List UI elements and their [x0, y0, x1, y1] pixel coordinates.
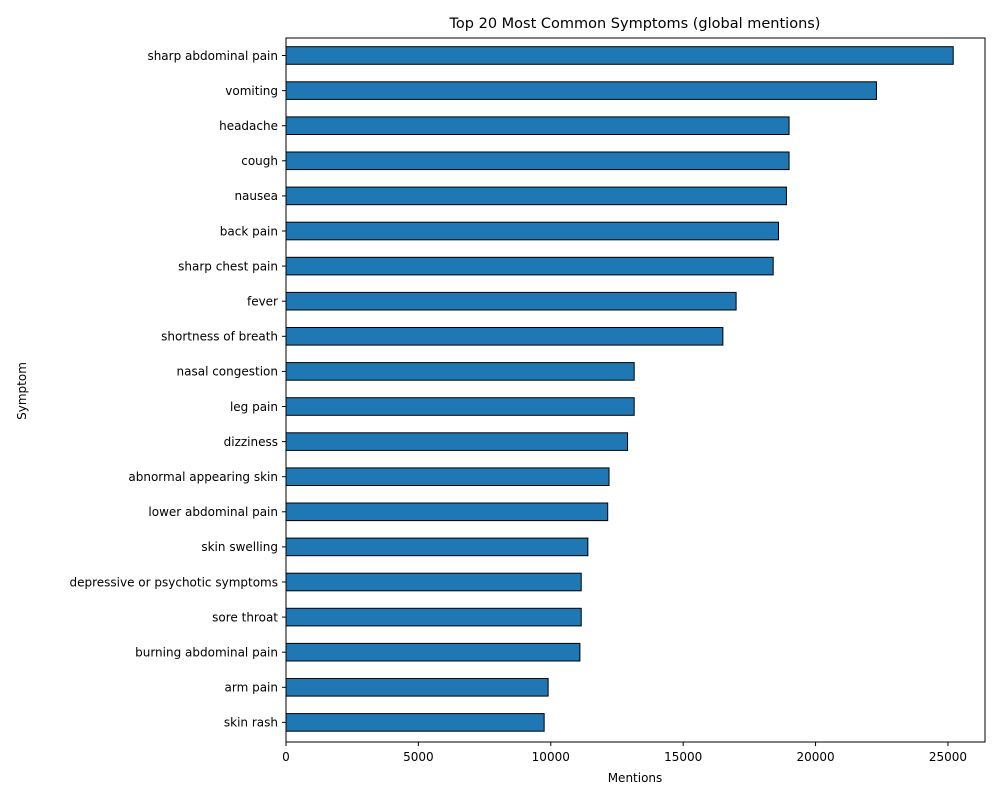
- y-tick-label: skin rash: [224, 716, 278, 730]
- bar: [285, 46, 954, 65]
- x-axis-label: Mentions: [608, 771, 663, 785]
- y-axis-label: Symptom: [15, 362, 29, 420]
- y-tick-label: sharp abdominal pain: [147, 49, 278, 63]
- bar: [285, 432, 629, 451]
- x-tick-label: 15000: [664, 750, 702, 764]
- bar: [285, 116, 790, 136]
- bar: [285, 151, 790, 171]
- y-tick-label: vomiting: [225, 84, 278, 98]
- y-tick-label: abnormal appearing skin: [128, 470, 278, 484]
- bar: [285, 327, 724, 346]
- bar: [285, 502, 609, 522]
- x-axis-ticks: 0 5000 10000 15000 20000 25000: [282, 742, 967, 764]
- bar: [285, 572, 582, 592]
- y-tick-label: cough: [241, 154, 278, 168]
- y-tick-label: nasal congestion: [177, 365, 279, 379]
- y-tick-label: fever: [247, 295, 278, 309]
- bar: [285, 467, 610, 486]
- bar: [285, 186, 787, 206]
- bar: [285, 678, 549, 697]
- bars-group: [285, 46, 954, 732]
- x-tick-label: 5000: [403, 750, 434, 764]
- bar: [285, 256, 774, 276]
- y-tick-label: headache: [219, 119, 278, 133]
- x-tick-label: 10000: [532, 750, 570, 764]
- bar: [285, 537, 589, 557]
- y-tick-label: burning abdominal pain: [135, 646, 278, 660]
- y-tick-label: nausea: [234, 189, 278, 203]
- x-tick-label: 20000: [796, 750, 834, 764]
- y-tick-label: dizziness: [224, 435, 278, 449]
- x-tick-label: 0: [282, 750, 290, 764]
- bar: [285, 713, 545, 732]
- x-tick-label: 25000: [929, 750, 967, 764]
- bar: [285, 221, 779, 241]
- y-tick-label: sharp chest pain: [178, 259, 278, 273]
- y-axis-ticks: sharp abdominal pain vomiting headache coug…: [69, 49, 286, 730]
- bar: [285, 291, 737, 311]
- y-tick-label: back pain: [220, 224, 278, 238]
- bar: [285, 362, 635, 381]
- y-tick-label: shortness of breath: [161, 330, 278, 344]
- y-tick-label: leg pain: [230, 400, 278, 414]
- y-tick-label: arm pain: [225, 681, 279, 695]
- y-tick-label: depressive or psychotic symptoms: [69, 575, 278, 589]
- bar: [285, 81, 877, 100]
- y-tick-label: lower abdominal pain: [148, 505, 278, 519]
- bar: [285, 397, 635, 416]
- plot-frame: [285, 37, 986, 743]
- bar: [285, 642, 581, 662]
- y-tick-label: sore throat: [212, 610, 278, 624]
- y-tick-label: skin swelling: [201, 540, 278, 554]
- chart-title: Top 20 Most Common Symptoms (global ment…: [449, 16, 821, 32]
- bar: [285, 607, 582, 627]
